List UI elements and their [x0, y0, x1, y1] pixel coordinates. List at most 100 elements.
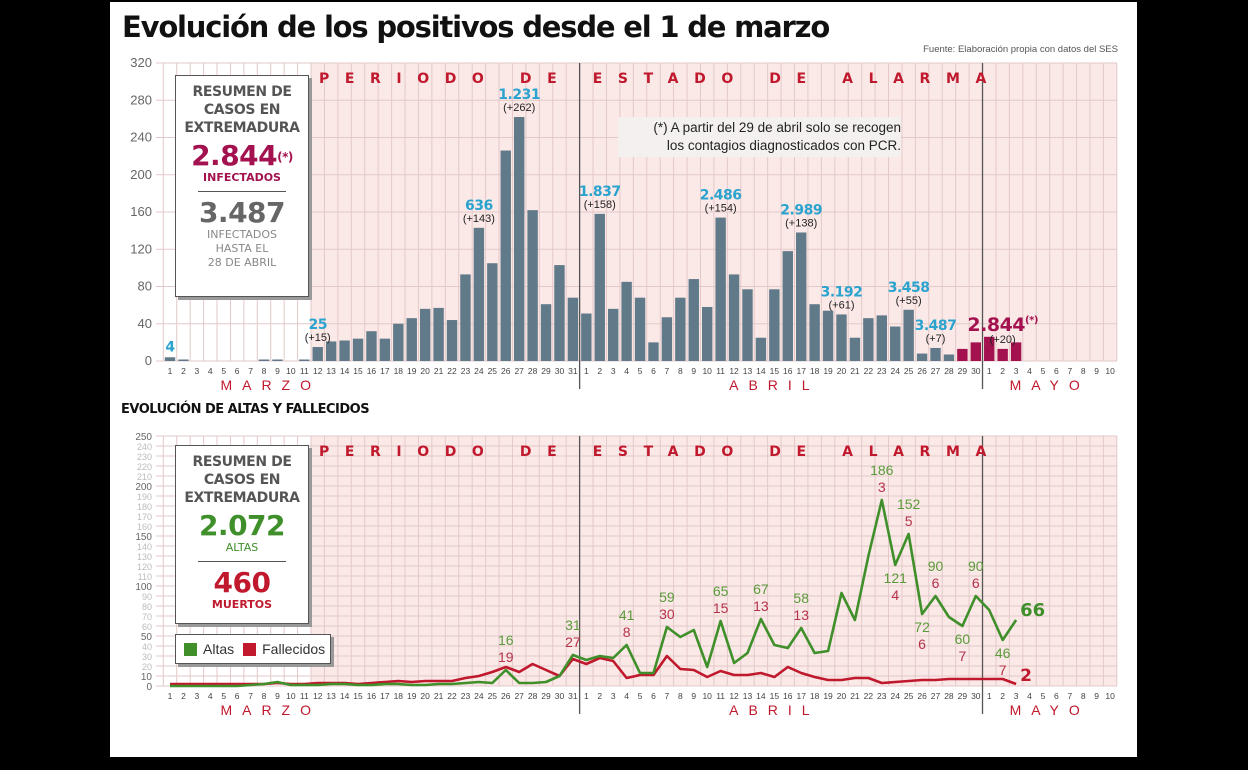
x-tick-label: 18 — [810, 691, 820, 701]
x-tick-label: 27 — [931, 691, 941, 701]
x-tick-label: 9 — [691, 691, 696, 701]
x-tick-label: 19 — [823, 366, 833, 376]
altas-final-label: 66 — [1020, 600, 1045, 621]
x-tick-label: 1 — [987, 691, 992, 701]
x-tick-label: 5 — [1041, 691, 1046, 701]
x-tick-label: 10 — [1105, 691, 1115, 701]
x-tick-label: 23 — [877, 366, 887, 376]
fallecidos-value-label: 19 — [498, 649, 514, 665]
y-tick-label: 240 — [137, 442, 152, 452]
chart-title: Evolución de los positivos desde el 1 de… — [122, 10, 830, 44]
bar — [473, 227, 485, 361]
x-tick-label: 23 — [877, 691, 887, 701]
x-tick-label: 21 — [850, 691, 860, 701]
y-tick-label: 50 — [141, 632, 153, 643]
y-tick-label: 40 — [138, 316, 152, 331]
x-tick-label: 26 — [917, 691, 927, 701]
bar — [903, 309, 914, 361]
x-tick-label: 22 — [864, 366, 874, 376]
bar-total-label: 3.487 — [915, 318, 957, 334]
x-tick-label: 2 — [181, 691, 186, 701]
source-note: Fuente: Elaboración propia con datos del… — [923, 44, 1118, 55]
y-tick-label: 200 — [135, 482, 152, 493]
y-tick-label: 30 — [142, 652, 152, 662]
legend-label-fallecidos: Fallecidos — [262, 641, 326, 657]
previous-infected-label: 28 DE ABRIL — [207, 256, 277, 269]
y-tick-label: 230 — [137, 452, 152, 462]
y-tick-label: 20 — [142, 662, 152, 672]
altas-value-label: 67 — [753, 581, 769, 597]
x-tick-label: 9 — [691, 366, 696, 376]
bar-delta-label: (+158) — [584, 199, 616, 211]
bar — [581, 313, 592, 361]
x-tick-label: 17 — [796, 366, 806, 376]
x-tick-label: 16 — [367, 691, 377, 701]
x-tick-label: 5 — [1041, 366, 1046, 376]
x-tick-label: 1 — [584, 691, 589, 701]
bar — [755, 337, 767, 361]
x-tick-label: 27 — [514, 366, 524, 376]
fallecidos-value-label: 6 — [932, 575, 940, 591]
y-tick-label: 90 — [142, 592, 152, 602]
x-tick-label: 2 — [1000, 366, 1005, 376]
x-tick-label: 28 — [944, 366, 954, 376]
infected-total: 2.844(*) — [176, 141, 308, 171]
bar — [916, 353, 928, 361]
x-tick-label: 12 — [729, 366, 739, 376]
x-tick-label: 3 — [194, 691, 199, 701]
x-tick-label: 13 — [326, 366, 336, 376]
bar — [325, 341, 337, 361]
bar-delta-label: (+20) — [990, 334, 1016, 346]
month-label: MARZO — [220, 377, 321, 393]
bar — [796, 232, 807, 361]
x-tick-label: 14 — [756, 366, 766, 376]
fallecidos-value-label: 13 — [753, 598, 769, 614]
summary-box-outcomes: RESUMEN DE CASOS EN EXTREMADURA 2.072 AL… — [175, 445, 309, 624]
x-tick-label: 28 — [944, 691, 954, 701]
pcr-footnote-line-1: (*) A partir del 29 de abril solo se rec… — [653, 120, 901, 135]
fallecidos-value-label: 7 — [999, 662, 1007, 678]
x-tick-label: 8 — [1081, 366, 1086, 376]
x-tick-label: 4 — [1027, 691, 1032, 701]
y-tick-label: 250 — [135, 432, 152, 443]
y-tick-label: 240 — [130, 130, 152, 145]
altas-value-label: 58 — [793, 590, 809, 606]
x-tick-label: 13 — [743, 366, 753, 376]
x-tick-label: 15 — [770, 691, 780, 701]
x-tick-label: 23 — [461, 366, 471, 376]
bar — [876, 315, 887, 361]
pcr-footnote-line-2: los contagios diagnosticados con PCR. — [666, 138, 901, 153]
x-tick-label: 3 — [611, 366, 616, 376]
x-tick-label: 17 — [380, 366, 390, 376]
y-tick-label: 280 — [130, 92, 152, 107]
altas-value-label: 31 — [565, 617, 581, 633]
altas-value-label: 16 — [498, 632, 514, 648]
fallecidos-value-label: 13 — [793, 607, 809, 623]
bar — [379, 338, 391, 361]
y-tick-label: 160 — [137, 522, 152, 532]
y-tick-label: 200 — [130, 167, 152, 182]
x-tick-label: 24 — [890, 366, 900, 376]
x-tick-label: 25 — [488, 366, 498, 376]
x-tick-label: 19 — [823, 691, 833, 701]
y-tick-label: 40 — [142, 642, 152, 652]
bar — [728, 274, 740, 361]
summary-heading-line: RESUMEN DE — [192, 454, 292, 470]
x-tick-label: 6 — [1054, 691, 1059, 701]
legend-swatch-altas — [184, 642, 197, 656]
y-tick-label: 170 — [137, 512, 152, 522]
x-tick-label: 6 — [235, 691, 240, 701]
x-tick-label: 30 — [971, 691, 981, 701]
x-tick-label: 22 — [447, 691, 457, 701]
bar — [299, 359, 310, 361]
bar — [258, 359, 270, 361]
x-tick-label: 9 — [275, 691, 280, 701]
x-tick-label: 17 — [380, 691, 390, 701]
bar — [742, 289, 753, 361]
fallecidos-value-label: 3 — [878, 479, 886, 495]
y-tick-label: 10 — [141, 672, 153, 683]
x-tick-label: 31 — [568, 366, 578, 376]
bar — [567, 297, 579, 361]
x-tick-label: 7 — [248, 366, 253, 376]
x-tick-label: 17 — [796, 691, 806, 701]
